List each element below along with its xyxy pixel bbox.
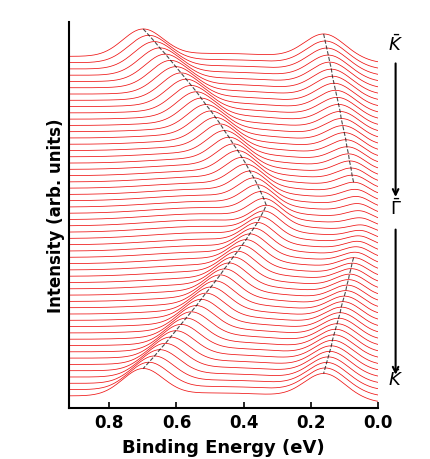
- Text: $\bar{\Gamma}$: $\bar{\Gamma}$: [390, 198, 402, 218]
- Y-axis label: Intensity (arb. units): Intensity (arb. units): [46, 119, 64, 313]
- X-axis label: Binding Energy (eV): Binding Energy (eV): [122, 438, 325, 456]
- Text: $\bar{K}$: $\bar{K}$: [388, 34, 403, 55]
- Text: $\bar{K}$: $\bar{K}$: [388, 369, 403, 389]
